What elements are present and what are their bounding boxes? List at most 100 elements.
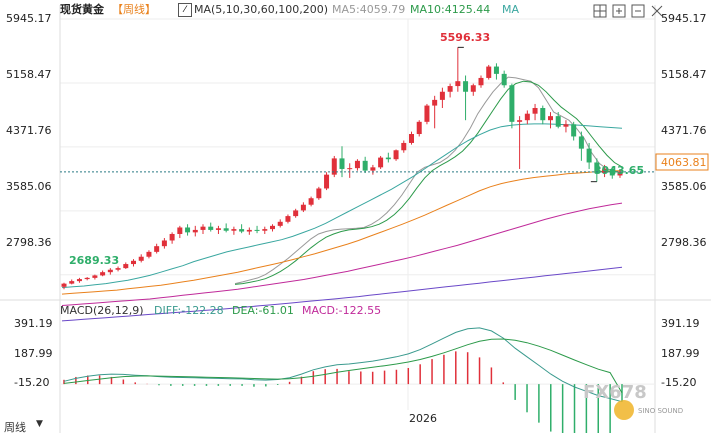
watermark-logo: FX678 bbox=[583, 382, 647, 403]
candle-up bbox=[270, 225, 275, 230]
zoom-in-icon-glyph bbox=[612, 4, 626, 18]
candle-down bbox=[501, 73, 507, 86]
period-tab[interactable]: 周线 bbox=[4, 421, 26, 434]
candle-up bbox=[107, 269, 113, 273]
price-tick-left-1: 5158.47 bbox=[6, 68, 52, 81]
candle-up bbox=[393, 150, 399, 160]
price-tick-right-0: 5945.17 bbox=[661, 12, 707, 25]
candle-up bbox=[84, 277, 90, 280]
candle-down bbox=[493, 66, 499, 74]
period-label[interactable]: 【周线】 bbox=[112, 3, 156, 16]
candle-up bbox=[378, 157, 384, 168]
candle-up bbox=[69, 281, 75, 284]
candle-up bbox=[478, 77, 484, 86]
candle-up bbox=[432, 99, 438, 106]
candle-up bbox=[215, 228, 221, 230]
candle-down bbox=[185, 227, 191, 233]
zoom-out-icon-glyph bbox=[631, 4, 645, 18]
candle-up bbox=[455, 81, 461, 87]
grid-lines bbox=[0, 5, 711, 433]
candle-down bbox=[339, 158, 345, 169]
candle-up bbox=[308, 198, 314, 205]
candle-up bbox=[602, 168, 608, 174]
candle-up bbox=[324, 174, 330, 189]
candle-up bbox=[123, 264, 129, 269]
candle-down bbox=[509, 85, 515, 122]
candle-up bbox=[231, 229, 237, 231]
ma-line-ma60 bbox=[61, 170, 623, 295]
price-tick-right-4: 2798.36 bbox=[661, 236, 707, 249]
macd-diff: DIFF:-122.28 bbox=[154, 304, 224, 317]
candle-up bbox=[486, 66, 492, 78]
macd-tick-right-1: 187.99 bbox=[661, 347, 700, 360]
candle-down bbox=[586, 148, 592, 163]
candle-up bbox=[262, 229, 268, 231]
price-tick-left-2: 4371.76 bbox=[6, 124, 52, 137]
candle-down bbox=[594, 162, 600, 174]
ma5-value: MA5:4059.79 bbox=[332, 3, 406, 16]
macd-tick-right-0: 391.19 bbox=[661, 317, 700, 330]
candlesticks bbox=[61, 46, 623, 290]
current-price-tag: 4063.81 bbox=[661, 156, 707, 169]
candle-down bbox=[463, 81, 469, 92]
watermark-sub: SINO SOUND bbox=[638, 407, 684, 415]
symbol-name: 现货黄金 bbox=[60, 3, 104, 16]
zoom-in-icon[interactable] bbox=[612, 3, 626, 18]
candle-up bbox=[76, 279, 82, 282]
macd-value: MACD:-122.55 bbox=[302, 304, 382, 317]
zoom-out-icon[interactable] bbox=[631, 3, 645, 18]
candle-up bbox=[161, 240, 167, 247]
candle-up bbox=[416, 121, 422, 135]
macd-tick-left-2: -15.20 bbox=[14, 376, 50, 389]
x-axis-year: 2026 bbox=[409, 412, 437, 425]
candle-up bbox=[92, 275, 98, 278]
macd-dea-line bbox=[63, 338, 623, 394]
candle-up bbox=[532, 108, 538, 114]
ma10-value: MA10:4125.44 bbox=[410, 3, 491, 16]
macd-dea: DEA:-61.01 bbox=[232, 304, 294, 317]
candle-up bbox=[300, 204, 306, 211]
candle-down bbox=[571, 124, 577, 137]
candle-up bbox=[192, 229, 198, 233]
candle-up bbox=[409, 134, 414, 143]
price-tick-left-4: 2798.36 bbox=[6, 236, 52, 249]
watermark-emblem-icon bbox=[614, 400, 634, 420]
candle-up bbox=[401, 142, 407, 151]
macd-tick-left-1: 187.99 bbox=[14, 347, 53, 360]
ma-line-ma100 bbox=[61, 202, 623, 306]
candle-down bbox=[555, 116, 561, 127]
close-icon-glyph bbox=[651, 5, 663, 17]
price-tick-left-0: 5945.17 bbox=[6, 12, 52, 25]
candle-up bbox=[293, 210, 299, 217]
candle-up bbox=[200, 226, 206, 230]
annotation-high: 5596.33 bbox=[440, 31, 491, 44]
annotation-low: 2689.33 bbox=[69, 254, 120, 267]
macd-panel bbox=[60, 327, 655, 433]
candle-down bbox=[223, 228, 229, 231]
ma-line-ma200 bbox=[61, 266, 623, 322]
price-tick-right-3: 3585.06 bbox=[661, 180, 707, 193]
price-tick-right-2: 4371.76 bbox=[661, 124, 707, 137]
chevron-down-icon[interactable]: ▼ bbox=[36, 419, 43, 429]
ma-params: MA(5,10,30,60,100,200) bbox=[194, 3, 329, 16]
candle-down bbox=[239, 229, 245, 232]
candle-down bbox=[578, 136, 584, 149]
candle-up bbox=[370, 167, 376, 171]
candle-up bbox=[246, 229, 252, 232]
candle-up bbox=[447, 86, 453, 92]
grid-icon[interactable] bbox=[593, 3, 607, 18]
close-icon[interactable] bbox=[650, 3, 664, 17]
ma-settings-icon[interactable]: ⁄ bbox=[178, 3, 192, 17]
annotation-recent-low: 3943.65 bbox=[594, 164, 645, 177]
candle-up bbox=[61, 283, 67, 287]
candle-up bbox=[285, 216, 291, 222]
candle-up bbox=[316, 188, 322, 199]
ma-line-ma30 bbox=[61, 123, 623, 289]
macd-tick-right-2: -15.20 bbox=[661, 376, 697, 389]
candle-up bbox=[138, 256, 144, 261]
price-tick-left-3: 3585.06 bbox=[6, 180, 52, 193]
candle-up bbox=[470, 85, 476, 92]
candle-up bbox=[354, 160, 360, 169]
macd-tick-left-0: 391.19 bbox=[14, 317, 53, 330]
